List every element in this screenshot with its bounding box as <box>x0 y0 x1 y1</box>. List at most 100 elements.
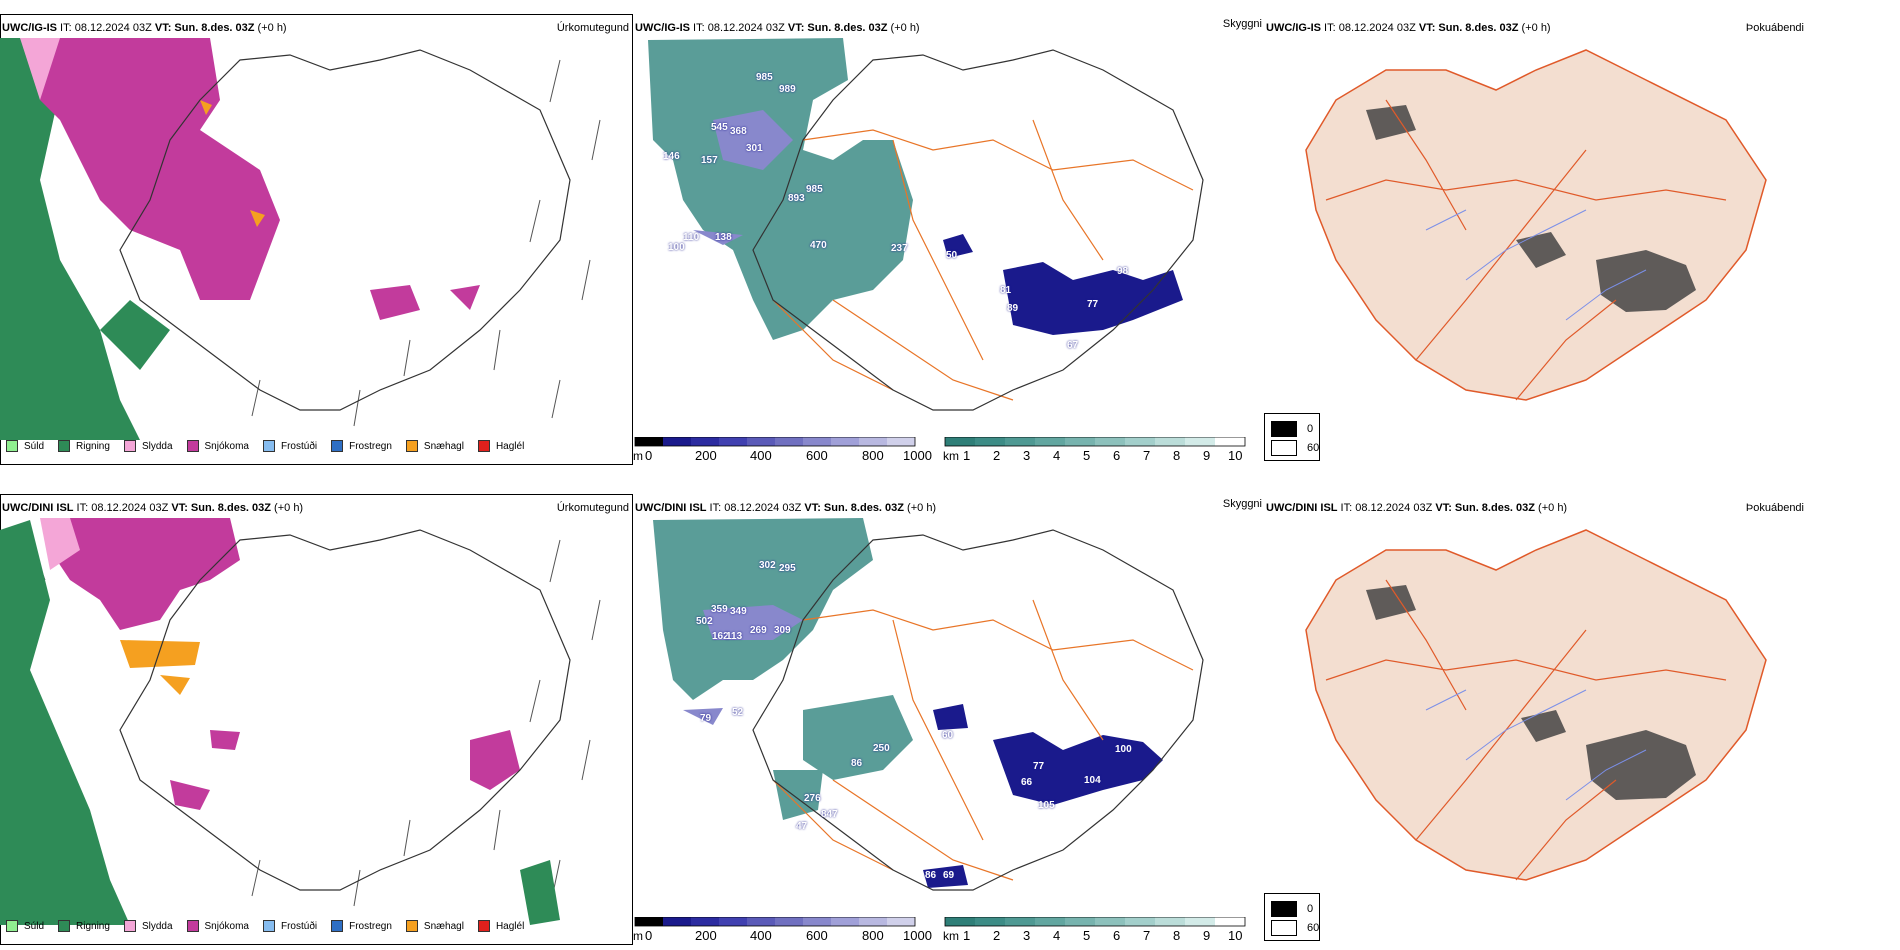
ceiling-value: 237 <box>891 243 908 254</box>
fog-legend: 0 60 <box>1264 413 1320 461</box>
cloud-panel-row2: UWC/DINI ISL IT: 08.12.2024 03Z VT: Sun.… <box>1264 480 1900 945</box>
ceiling-value: 105 <box>1038 800 1055 811</box>
visibility-colorbar-swatches <box>944 437 1246 447</box>
ceiling-value: 86 <box>925 870 937 881</box>
iceland-outline <box>119 529 571 891</box>
ceiling-value: 69 <box>943 870 955 881</box>
iceland-land <box>1305 529 1767 881</box>
ceiling-value: 77 <box>1033 761 1045 772</box>
visibility-tick: 8 <box>1173 928 1181 943</box>
precip-rain-area <box>0 38 170 440</box>
fog-area <box>1366 105 1696 312</box>
legend-item: Rigning <box>58 440 110 452</box>
legend-item: Slydda <box>123 920 173 932</box>
visibility-unit: km <box>943 449 959 463</box>
legend-swatch <box>123 920 136 932</box>
fog-legend-swatch <box>1271 901 1297 917</box>
ceiling-unit: m <box>633 929 643 943</box>
precip-right-label: Úrkomutegund <box>556 502 629 514</box>
ceiling-unit: m <box>633 449 643 463</box>
ceiling-value: 269 <box>750 625 767 636</box>
legend-swatch <box>262 440 275 452</box>
legend-item: Súld <box>6 440 44 452</box>
ceiling-value: 985 <box>806 184 823 195</box>
ceiling-map <box>648 38 1204 411</box>
ceiling-colorbar: m 0 200 400 600 800 1000 <box>633 437 933 465</box>
visibility-tick: 6 <box>1113 448 1121 463</box>
legend-item: Frostúði <box>262 920 317 932</box>
legend-swatch <box>262 920 275 932</box>
visibility-tick: 2 <box>993 928 1001 943</box>
ceiling-title: UWC/DINI ISL IT: 08.12.2024 03Z VT: Sun.… <box>635 502 937 514</box>
precip-title: UWC/DINI ISL IT: 08.12.2024 03Z VT: Sun.… <box>2 502 304 514</box>
ceiling-value: 368 <box>730 126 747 137</box>
visibility-tick: 6 <box>1113 928 1121 943</box>
iceland-outline <box>119 49 571 411</box>
legend-swatch <box>123 440 136 452</box>
ceiling-tick: 600 <box>806 928 828 943</box>
ceiling-value: 276 <box>804 793 821 804</box>
ceiling-colorbar-swatches <box>634 437 916 447</box>
ceiling-value: 138 <box>715 232 732 243</box>
low-ceiling-area <box>693 110 793 245</box>
low-ceiling-area <box>943 234 1183 335</box>
ceiling-right-label: Skyggni <box>1222 498 1262 510</box>
legend-swatch <box>186 920 199 932</box>
ceiling-tick: 0 <box>645 448 653 463</box>
ceiling-value: 67 <box>1067 340 1079 351</box>
visibility-tick: 9 <box>1203 448 1211 463</box>
fog-legend: 0 60 <box>1264 893 1320 941</box>
fog-legend-row: 0 <box>1271 901 1313 917</box>
legend-item: Snæhagl <box>405 440 464 452</box>
ceiling-value: 60 <box>942 730 954 741</box>
precip-title: UWC/IG-IS IT: 08.12.2024 03Z VT: Sun. 8.… <box>2 22 287 34</box>
ceiling-value: 545 <box>711 122 728 133</box>
legend-swatch <box>331 920 344 932</box>
ceiling-map <box>653 518 1204 891</box>
legend-item: Snjókoma <box>186 440 249 452</box>
visibility-colorbar: km 1 2 3 4 5 6 7 8 9 10 <box>943 917 1253 945</box>
precip-legend: Súld Rigning Slydda Snjókoma Frostúði Fr… <box>6 440 538 452</box>
legend-item: Frostregn <box>331 920 392 932</box>
legend-swatch <box>477 920 490 932</box>
legend-item: Slydda <box>123 440 173 452</box>
ceiling-value: 146 <box>663 151 680 162</box>
fog-legend-row: 0 <box>1271 421 1313 437</box>
ceiling-value: 100 <box>1115 744 1132 755</box>
ceiling-panel-row2: UWC/DINI ISL IT: 08.12.2024 03Z VT: Sun.… <box>633 480 1266 945</box>
visibility-tick: 1 <box>963 928 971 943</box>
ceiling-value: 113 <box>726 631 743 642</box>
ceiling-value: 470 <box>810 240 827 251</box>
legend-item: Haglél <box>477 440 524 452</box>
visibility-tick: 4 <box>1053 928 1061 943</box>
legend-swatch <box>58 920 71 932</box>
ceiling-tick: 1000 <box>903 448 932 463</box>
legend-item: Haglél <box>477 920 524 932</box>
visibility-tick: 3 <box>1023 448 1031 463</box>
legend-swatch <box>405 920 418 932</box>
ceiling-value: 162 <box>712 631 729 642</box>
fog-legend-swatch <box>1271 440 1297 456</box>
ceiling-value: 81 <box>1000 285 1012 296</box>
ceiling-title: UWC/IG-IS IT: 08.12.2024 03Z VT: Sun. 8.… <box>635 22 920 34</box>
ceiling-value: 309 <box>774 625 791 636</box>
iceland-outline <box>752 49 1204 411</box>
precip-snow-area <box>50 518 520 810</box>
fog-index-map <box>1305 529 1767 881</box>
ceiling-value: 89 <box>1007 303 1019 314</box>
ceiling-value: 50 <box>946 250 958 261</box>
ceiling-tick: 1000 <box>903 928 932 943</box>
fog-legend-row: 60 <box>1271 920 1319 936</box>
cloud-right-label: Þokuábendi <box>1745 502 1804 514</box>
precip-map <box>0 518 601 925</box>
ceiling-value: 110 <box>683 232 700 243</box>
cloud-right-label: Þokuábendi <box>1745 22 1804 34</box>
legend-swatch <box>477 440 490 452</box>
visibility-colorbar: km 1 2 3 4 5 6 7 8 9 10 <box>943 437 1253 465</box>
legend-swatch <box>6 440 18 452</box>
ceiling-value: 985 <box>756 72 773 83</box>
visibility-tick: 5 <box>1083 928 1091 943</box>
fog-area <box>1366 585 1696 800</box>
precip-snow-area <box>40 38 480 320</box>
fog-legend-swatch <box>1271 920 1297 936</box>
